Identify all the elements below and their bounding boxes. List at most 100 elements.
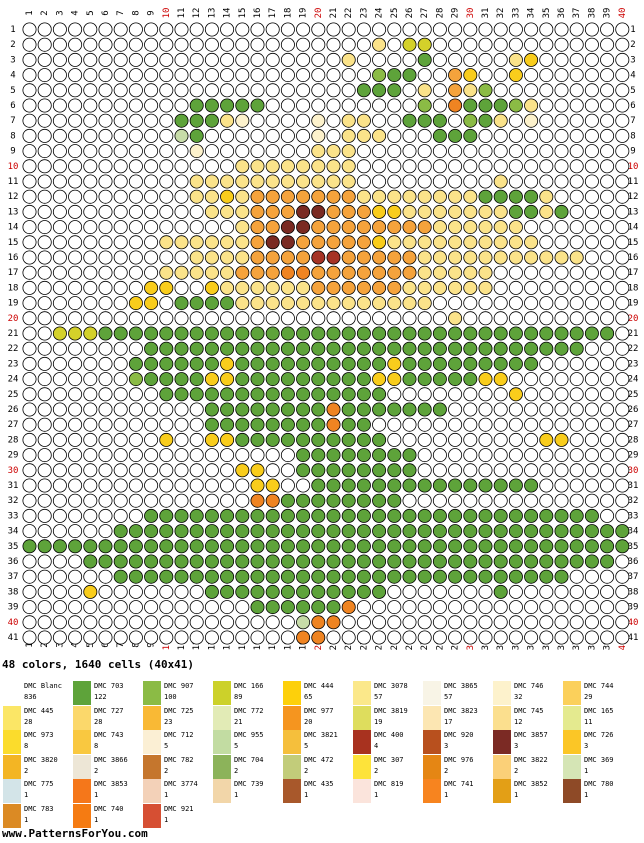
stitch-cell	[569, 144, 584, 159]
stitch-cell	[584, 326, 599, 341]
stitch-cell	[508, 22, 523, 37]
stitch-cell	[326, 22, 341, 37]
stitch-cell	[235, 539, 250, 554]
stitch-cell	[311, 37, 326, 52]
stitch-cell	[326, 402, 341, 417]
stitch-cell	[83, 508, 98, 523]
stitch-cell	[159, 417, 174, 432]
stitch-cell	[432, 250, 447, 265]
row-label-right: 38	[628, 587, 639, 597]
column-label-top: 4	[71, 10, 81, 15]
stitch-cell	[52, 493, 67, 508]
stitch-cell	[98, 128, 113, 143]
stitch-cell	[174, 296, 189, 311]
stitch-cell	[296, 524, 311, 539]
stitch-cell	[265, 372, 280, 387]
stitch-cell	[584, 113, 599, 128]
stitch-cell	[493, 372, 508, 387]
stitch-cell	[98, 144, 113, 159]
stitch-cell	[296, 463, 311, 478]
stitch-cell	[83, 37, 98, 52]
stitch-cell	[174, 448, 189, 463]
stitch-cell	[296, 326, 311, 341]
stitch-cell	[311, 417, 326, 432]
stitch-cell	[204, 204, 219, 219]
stitch-cell	[508, 387, 523, 402]
stitch-cell	[220, 584, 235, 599]
stitch-cell	[524, 448, 539, 463]
stitch-cell	[296, 296, 311, 311]
legend-swatch	[353, 681, 371, 705]
legend-color-name: DMC 307	[374, 755, 404, 764]
stitch-cell	[539, 372, 554, 387]
column-label-bottom: 22	[344, 640, 354, 651]
stitch-cell	[83, 189, 98, 204]
stitch-cell	[83, 569, 98, 584]
stitch-cell	[37, 311, 52, 326]
stitch-cell	[584, 615, 599, 630]
stitch-cell	[113, 432, 128, 447]
legend-item: DMC 307 2	[353, 754, 443, 779]
stitch-cell	[280, 463, 295, 478]
legend-swatch	[143, 803, 161, 828]
stitch-cell	[356, 144, 371, 159]
stitch-cell	[326, 554, 341, 569]
stitch-cell	[615, 493, 630, 508]
stitch-cell	[387, 52, 402, 67]
stitch-cell	[478, 52, 493, 67]
legend-item: DMC 955 5	[213, 730, 303, 754]
stitch-cell	[524, 83, 539, 98]
stitch-cell	[68, 554, 83, 569]
stitch-cell	[417, 37, 432, 52]
stitch-cell	[448, 37, 463, 52]
stitch-cell	[432, 569, 447, 584]
stitch-cell	[68, 37, 83, 52]
stitch-cell	[372, 280, 387, 295]
stitch-cell	[463, 22, 478, 37]
stitch-cell	[220, 52, 235, 67]
stitch-cell	[280, 387, 295, 402]
row-label-left: 40	[8, 618, 19, 628]
stitch-cell	[569, 159, 584, 174]
stitch-cell	[128, 296, 143, 311]
row-label-left: 25	[8, 390, 19, 400]
legend-stitch-count: 57	[374, 693, 383, 701]
stitch-cell	[493, 52, 508, 67]
stitch-cell	[326, 508, 341, 523]
stitch-cell	[204, 144, 219, 159]
stitch-cell	[174, 600, 189, 615]
stitch-cell	[615, 83, 630, 98]
stitch-cell	[235, 508, 250, 523]
stitch-cell	[524, 493, 539, 508]
stitch-cell	[432, 630, 447, 645]
stitch-cell	[128, 174, 143, 189]
stitch-cell	[174, 128, 189, 143]
stitch-cell	[463, 52, 478, 67]
stitch-cell	[189, 417, 204, 432]
stitch-cell	[144, 280, 159, 295]
stitch-cell	[204, 52, 219, 67]
column-label-top: 18	[283, 8, 293, 19]
stitch-cell	[83, 311, 98, 326]
stitch-cell	[159, 584, 174, 599]
stitch-cell	[37, 113, 52, 128]
stitch-cell	[417, 554, 432, 569]
stitch-cell	[615, 280, 630, 295]
stitch-cell	[432, 296, 447, 311]
legend-item: DMC 782 2	[143, 754, 233, 779]
legend-swatch	[73, 705, 91, 730]
stitch-cell	[144, 296, 159, 311]
row-label-right: 7	[630, 116, 635, 126]
stitch-cell	[204, 265, 219, 280]
stitch-cell	[250, 326, 265, 341]
column-label-top: 21	[329, 8, 339, 19]
row-label-right: 16	[628, 253, 639, 263]
stitch-cell	[387, 113, 402, 128]
legend-stitch-count: 1	[24, 815, 29, 824]
column-label-bottom: 25	[390, 640, 400, 651]
stitch-cell	[83, 432, 98, 447]
stitch-cell	[402, 98, 417, 113]
stitch-cell	[600, 372, 615, 387]
stitch-cell	[356, 189, 371, 204]
stitch-cell	[113, 235, 128, 250]
